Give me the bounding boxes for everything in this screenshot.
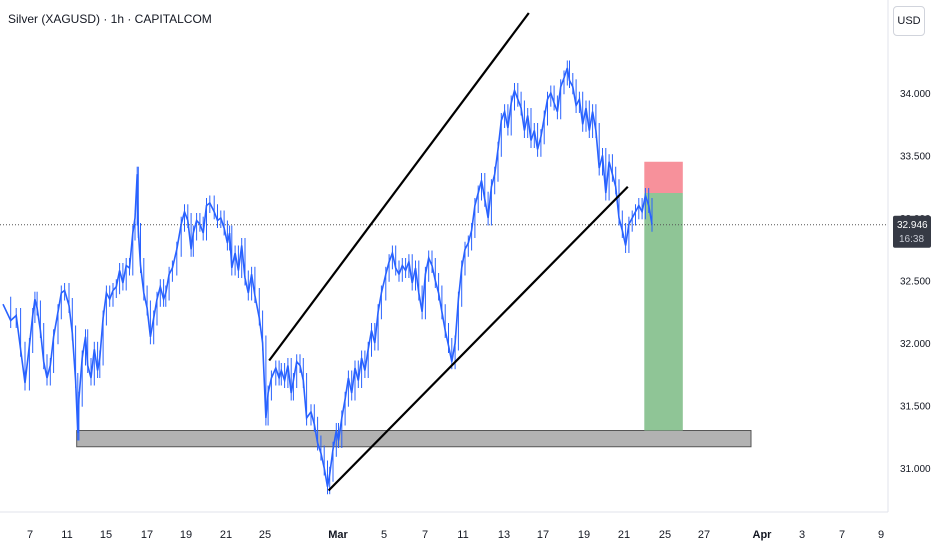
stop-loss-zone[interactable]: [644, 161, 683, 193]
time-tick-label: 3: [799, 529, 805, 541]
time-tick-label: 17: [537, 529, 549, 541]
channel-upper-line[interactable]: [268, 12, 530, 362]
price-axis[interactable]: [888, 0, 932, 550]
current-price-value: 32.946: [897, 220, 928, 231]
symbol-title: Silver (XAGUSD) · 1h · CAPITALCOM: [8, 12, 212, 26]
time-tick-label: Mar: [328, 529, 348, 541]
time-tick-label: 7: [27, 529, 33, 541]
currency-button[interactable]: USD: [893, 6, 925, 36]
time-tick-label: 19: [578, 529, 590, 541]
time-tick-label: Apr: [753, 529, 773, 541]
time-axis[interactable]: [0, 512, 888, 550]
time-tick-label: 25: [259, 529, 271, 541]
time-tick-label: 9: [878, 529, 884, 541]
support-zone[interactable]: [76, 430, 752, 448]
time-tick-label: 25: [659, 529, 671, 541]
price-tick-label: 32.000: [900, 339, 931, 350]
time-tick-label: 19: [180, 529, 192, 541]
price-tick-label: 32.500: [900, 277, 931, 288]
time-tick-label: 15: [100, 529, 112, 541]
time-tick-label: 21: [220, 529, 232, 541]
time-tick-label: 11: [61, 529, 72, 541]
time-tick-label: 27: [698, 529, 710, 541]
take-profit-zone[interactable]: [644, 193, 683, 431]
countdown-value: 16:38: [899, 234, 924, 245]
time-tick-label: 21: [618, 529, 630, 541]
price-tick-label: 31.500: [900, 402, 931, 413]
time-tick-label: 7: [839, 529, 845, 541]
time-tick-label: 11: [457, 529, 468, 541]
time-tick-label: 5: [381, 529, 387, 541]
current-price-tag: [893, 215, 931, 248]
channel-lower-line[interactable]: [327, 185, 629, 492]
time-tick-label: 7: [422, 529, 428, 541]
price-tick-label: 34.000: [900, 89, 931, 100]
price-series-line: [2, 67, 653, 487]
time-tick-label: 17: [141, 529, 153, 541]
time-tick-label: 13: [498, 529, 510, 541]
price-tick-label: 33.500: [900, 152, 931, 163]
price-tick-label: 31.000: [900, 464, 931, 475]
